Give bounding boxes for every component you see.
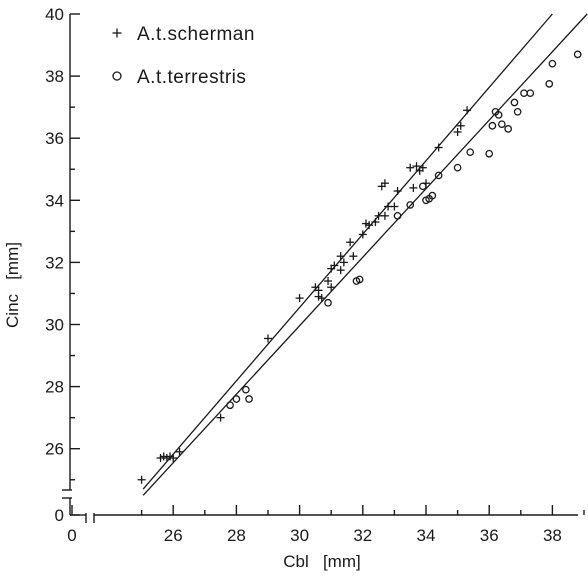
data-point-circle [545, 80, 554, 88]
data-point-plus [336, 252, 345, 261]
data-point-circle [510, 98, 519, 107]
regression-line [142, 13, 553, 490]
y-tick-label: 26 [45, 440, 64, 459]
x-tick-label: 30 [290, 526, 309, 545]
data-point-circle [520, 89, 528, 98]
y-tick-label: 36 [45, 129, 64, 148]
data-point-plus [324, 277, 333, 286]
x-axis-title: Cbl [mm] [283, 552, 360, 571]
data-point-plus [336, 266, 345, 275]
data-point-plus [317, 294, 326, 303]
data-point-plus [358, 230, 367, 239]
data-point-circle [513, 107, 522, 116]
data-point-circle [504, 125, 513, 133]
y-tick-label: 0 [55, 506, 64, 525]
legend-marker-circle [112, 71, 122, 81]
data-point-circle [526, 89, 535, 98]
data-points [137, 50, 582, 484]
data-point-plus [412, 162, 421, 171]
data-point-circle [232, 395, 241, 403]
legend-circle-mark [112, 71, 122, 81]
data-point-circle [393, 211, 402, 220]
data-point-circle [573, 50, 582, 59]
legend: A.t.scherman A.t.terrestris [112, 24, 255, 88]
y-axis-title: Cinc [mm] [3, 242, 22, 328]
x-tick-label: 34 [417, 526, 436, 545]
data-point-circle [418, 182, 427, 191]
data-point-circle [494, 111, 503, 119]
y-tick-label: 28 [45, 378, 64, 397]
data-point-plus [175, 447, 184, 456]
data-point-circle [324, 298, 332, 307]
y-tick-label: 30 [45, 316, 64, 335]
data-point-plus [327, 283, 336, 292]
data-point-circle [434, 171, 443, 180]
data-point-plus [380, 211, 389, 220]
series-a-t-scherman [137, 106, 472, 484]
data-point-plus [346, 238, 355, 247]
data-point-plus [390, 202, 399, 211]
data-point-circle [428, 191, 437, 200]
y-tick-label: 38 [45, 67, 64, 86]
y-tick-label: 32 [45, 253, 64, 272]
data-point-plus [365, 221, 374, 230]
data-point-circle [453, 163, 462, 172]
legend-marker-plus [112, 28, 122, 38]
legend-item-terrestris: A.t.terrestris [112, 67, 246, 88]
y-tick-label: 40 [45, 5, 64, 24]
data-point-circle [488, 121, 497, 130]
axes: 0262830323436384002628303234363840 [45, 5, 585, 545]
data-point-plus [456, 121, 465, 130]
data-point-circle [226, 401, 234, 410]
legend-plus-mark [112, 28, 122, 38]
x-tick-label: 0 [67, 526, 76, 545]
data-point-plus [137, 475, 146, 484]
series-a-t-terrestris [226, 50, 582, 410]
data-point-plus [453, 127, 462, 136]
data-point-plus [463, 106, 472, 115]
data-point-circle [497, 120, 506, 129]
x-tick-label: 26 [164, 526, 183, 545]
regression-line [142, 13, 588, 496]
legend-item-scherman: A.t.scherman [112, 24, 255, 45]
data-point-circle [245, 395, 253, 403]
data-point-circle [466, 148, 475, 157]
data-point-plus [406, 163, 415, 172]
data-point-plus [330, 261, 339, 270]
data-point-plus [349, 252, 358, 261]
data-point-circle [406, 201, 415, 209]
data-point-circle [242, 385, 250, 394]
x-tick-label: 38 [543, 526, 562, 545]
x-tick-label: 32 [353, 526, 372, 545]
data-point-plus [380, 179, 389, 188]
data-point-plus [393, 186, 402, 195]
data-point-plus [434, 143, 443, 152]
x-tick-label: 28 [227, 526, 246, 545]
x-tick-label: 36 [480, 526, 499, 545]
data-point-plus [295, 294, 304, 303]
data-point-plus [371, 218, 380, 227]
data-point-circle [548, 59, 557, 68]
data-point-plus [216, 413, 225, 422]
data-point-plus [418, 163, 427, 172]
regression-lines [142, 13, 588, 496]
data-point-plus [264, 334, 272, 343]
data-point-plus [409, 183, 418, 192]
data-point-plus [339, 258, 348, 267]
legend-label-terrestris: A.t.terrestris [137, 67, 246, 88]
data-point-plus [169, 454, 178, 463]
legend-label-scherman: A.t.scherman [137, 24, 255, 45]
y-tick-label: 34 [45, 191, 64, 210]
data-point-circle [485, 149, 494, 158]
data-point-circle [355, 275, 364, 284]
